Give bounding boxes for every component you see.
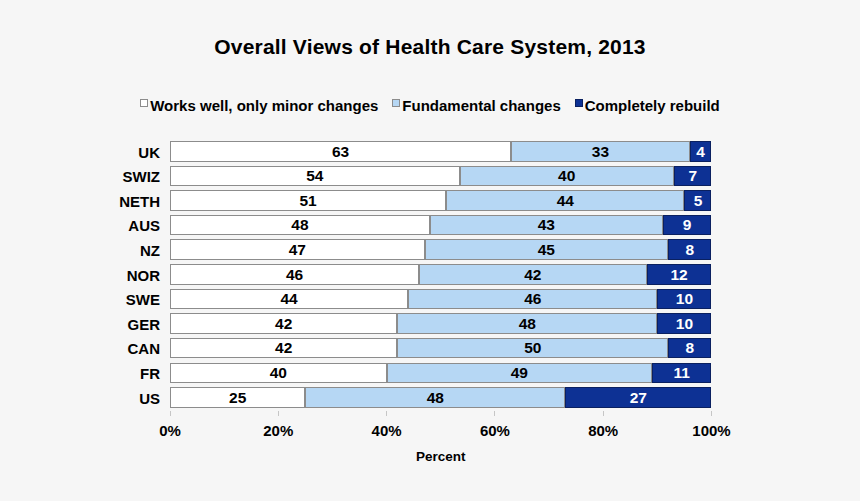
x-axis-tick-label: 0%	[138, 422, 202, 439]
bar-segment-fundamental-changes-swiz: 40	[460, 166, 674, 187]
bar-value-label: 48	[519, 316, 536, 332]
bar-segment-fundamental-changes-neth: 44	[446, 190, 684, 211]
x-axis-tick	[494, 411, 495, 416]
bar-value-label: 40	[270, 365, 287, 381]
bar-segment-fundamental-changes-uk: 33	[511, 141, 690, 162]
category-label-can: CAN	[0, 340, 160, 357]
bar-segment-completely-rebuild-uk: 4	[690, 141, 712, 162]
bar-value-label: 10	[676, 291, 693, 307]
bar-segment-works-well-swe: 44	[170, 289, 408, 310]
x-axis-tick-label: 20%	[246, 422, 310, 439]
bar-segment-works-well-nz: 47	[170, 239, 425, 260]
bar-segment-fundamental-changes-can: 50	[397, 338, 668, 359]
category-label-fr: FR	[0, 365, 160, 382]
x-axis-tick-label: 60%	[463, 422, 527, 439]
category-label-us: US	[0, 390, 160, 407]
bar-segment-works-well-uk: 63	[170, 141, 511, 162]
bar-segment-works-well-fr: 40	[170, 363, 387, 384]
bar-segment-completely-rebuild-can: 8	[668, 338, 711, 359]
bar-segment-fundamental-changes-aus: 43	[430, 215, 663, 236]
bar-segment-works-well-swiz: 54	[170, 166, 460, 187]
bar-segment-works-well-aus: 48	[170, 215, 430, 236]
bar-segment-works-well-us: 25	[170, 387, 305, 408]
x-axis-tick-label: 100%	[680, 422, 744, 439]
bar-segment-fundamental-changes-nz: 45	[425, 239, 669, 260]
bar-value-label: 11	[674, 365, 690, 381]
bar-segment-completely-rebuild-nor: 12	[647, 264, 712, 285]
bar-segment-completely-rebuild-swe: 10	[657, 289, 711, 310]
bar-value-label: 25	[229, 390, 246, 406]
bar-value-label: 48	[291, 217, 308, 233]
bar-segment-completely-rebuild-aus: 9	[663, 215, 712, 236]
bar-segment-completely-rebuild-ger: 10	[657, 313, 711, 334]
category-label-ger: GER	[0, 316, 160, 333]
chart-canvas: Overall Views of Health Care System, 201…	[0, 0, 860, 501]
bar-segment-works-well-can: 42	[170, 338, 397, 359]
x-axis-tick	[711, 411, 712, 416]
bar-value-label: 8	[686, 340, 695, 356]
category-label-nor: NOR	[0, 267, 160, 284]
bar-segment-completely-rebuild-swiz: 7	[674, 166, 712, 187]
bar-value-label: 50	[524, 340, 541, 356]
bar-segment-works-well-neth: 51	[170, 190, 446, 211]
bar-value-label: 42	[524, 267, 541, 283]
category-label-neth: NETH	[0, 193, 160, 210]
bar-value-label: 44	[281, 291, 298, 307]
x-axis-title: Percent	[381, 449, 501, 464]
bar-segment-fundamental-changes-nor: 42	[419, 264, 646, 285]
bar-value-label: 7	[688, 168, 697, 184]
bar-value-label: 63	[332, 144, 349, 160]
x-axis-tick-label: 40%	[355, 422, 419, 439]
bar-segment-fundamental-changes-us: 48	[305, 387, 565, 408]
bar-value-label: 5	[694, 193, 703, 209]
category-label-swiz: SWIZ	[0, 168, 160, 185]
bar-segment-works-well-ger: 42	[170, 313, 397, 334]
bar-segment-fundamental-changes-fr: 49	[387, 363, 652, 384]
x-axis-tick	[386, 411, 387, 416]
bar-value-label: 12	[670, 267, 687, 283]
bar-segment-completely-rebuild-us: 27	[565, 387, 711, 408]
bar-value-label: 40	[558, 168, 575, 184]
bar-value-label: 9	[683, 217, 692, 233]
category-label-swe: SWE	[0, 291, 160, 308]
bar-value-label: 4	[696, 144, 705, 160]
category-label-aus: AUS	[0, 217, 160, 234]
bar-value-label: 51	[299, 193, 316, 209]
bar-segment-completely-rebuild-neth: 5	[684, 190, 711, 211]
bar-segment-completely-rebuild-nz: 8	[668, 239, 711, 260]
x-axis-tick	[170, 411, 171, 416]
bar-value-label: 54	[306, 168, 323, 184]
bar-segment-works-well-nor: 46	[170, 264, 419, 285]
bar-value-label: 10	[676, 316, 693, 332]
bar-segment-fundamental-changes-ger: 48	[397, 313, 657, 334]
x-axis-tick	[603, 411, 604, 416]
bar-segment-fundamental-changes-swe: 46	[408, 289, 657, 310]
bar-value-label: 43	[538, 217, 555, 233]
bar-value-label: 47	[289, 242, 306, 258]
x-axis-tick	[278, 411, 279, 416]
bar-segment-completely-rebuild-fr: 11	[652, 363, 712, 384]
bar-value-label: 49	[511, 365, 528, 381]
bar-value-label: 42	[275, 316, 292, 332]
category-label-nz: NZ	[0, 242, 160, 259]
bar-value-label: 42	[275, 340, 292, 356]
x-axis-tick-label: 80%	[571, 422, 635, 439]
bar-value-label: 45	[538, 242, 555, 258]
bar-value-label: 27	[630, 390, 647, 406]
bar-value-label: 46	[286, 267, 303, 283]
plot-area: UK 63 33 4 SWIZ 54 40 7 NETH 51 44 5 AUS 48 43 9 NZ 47 45 8…	[0, 0, 860, 501]
bar-value-label: 46	[524, 291, 541, 307]
category-label-uk: UK	[0, 144, 160, 161]
bar-value-label: 8	[686, 242, 695, 258]
bar-value-label: 48	[427, 390, 444, 406]
bar-value-label: 33	[592, 144, 609, 160]
bar-value-label: 44	[557, 193, 574, 209]
